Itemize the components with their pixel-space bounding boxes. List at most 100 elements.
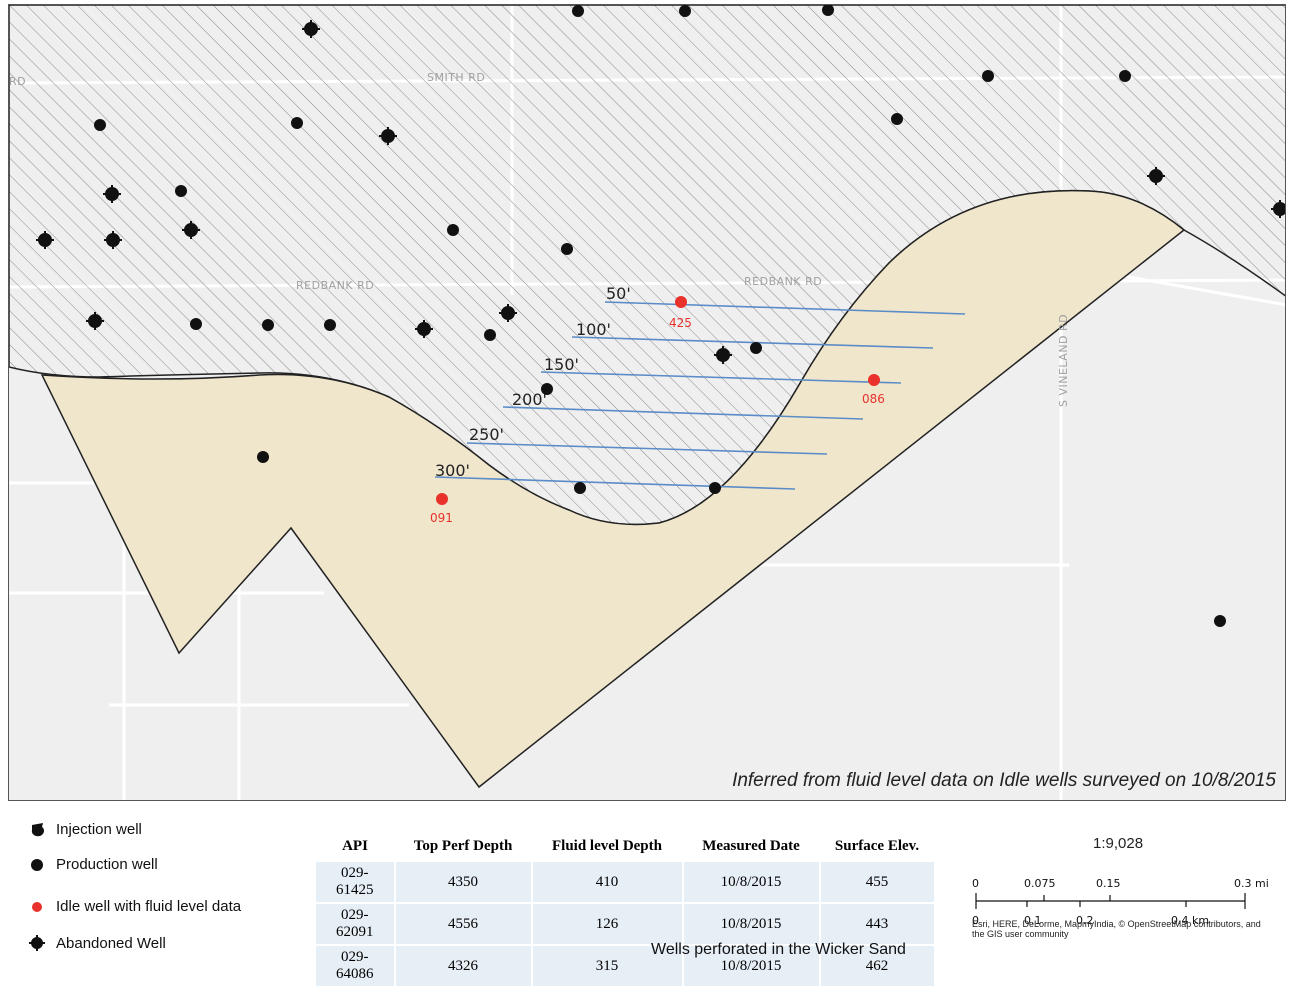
production-well bbox=[982, 70, 994, 82]
idle-well-label-091: 091 bbox=[430, 511, 453, 525]
well-table: API Top Perf Depth Fluid level Depth Mea… bbox=[316, 832, 936, 986]
production-well bbox=[541, 383, 553, 395]
contour-lines bbox=[434, 301, 966, 490]
idle-well-icon bbox=[32, 901, 42, 912]
contour-label-50: 50' bbox=[606, 284, 631, 303]
table-caption: Wells perforated in the Wicker Sand bbox=[651, 941, 906, 958]
abandoned-well bbox=[182, 221, 200, 239]
cell-top-perf: 4350 bbox=[394, 860, 533, 903]
contour-300 bbox=[434, 476, 796, 490]
idle-well-label-425: 425 bbox=[669, 316, 692, 330]
contour-200 bbox=[502, 406, 864, 420]
production-well bbox=[750, 342, 762, 354]
scale-km-tick-3: 0.4 km bbox=[1171, 914, 1209, 927]
contour-50 bbox=[604, 301, 966, 315]
cell-elev: 443 bbox=[819, 902, 936, 945]
contour-150 bbox=[540, 371, 902, 384]
contour-label-300: 300' bbox=[435, 461, 470, 480]
map-canvas: RD SMITH RD REDBANK RD REDBANK RD S VINE… bbox=[9, 5, 1285, 800]
contour-label-100: 100' bbox=[576, 320, 611, 339]
contour-100 bbox=[571, 336, 934, 349]
scale-mi-tick-1: 0.075 bbox=[1024, 877, 1056, 890]
production-well bbox=[1119, 70, 1131, 82]
production-well bbox=[1214, 615, 1226, 627]
col-header-date: Measured Date bbox=[682, 832, 820, 861]
production-well bbox=[822, 5, 834, 16]
table-header-row: API Top Perf Depth Fluid level Depth Mea… bbox=[316, 832, 935, 861]
contour-label-150: 150' bbox=[544, 355, 579, 374]
scale-km-tick-1: 0.1 bbox=[1024, 914, 1042, 927]
cell-elev: 455 bbox=[819, 860, 936, 903]
cell-fluid-level: 410 bbox=[531, 860, 684, 903]
scale-mi-tick-2: 0.15 bbox=[1096, 877, 1121, 890]
idle-well-086 bbox=[868, 374, 880, 386]
abandoned-well bbox=[103, 185, 121, 203]
abandoned-well bbox=[714, 346, 732, 364]
table-row: 029-62091 4556 126 10/8/2015 443 bbox=[316, 902, 936, 945]
legend-injection: Injection well bbox=[28, 821, 142, 838]
legend-injection-label: Injection well bbox=[56, 821, 142, 838]
production-well bbox=[257, 451, 269, 463]
col-header-elev: Surface Elev. bbox=[819, 832, 935, 861]
abandoned-well bbox=[86, 312, 104, 330]
scale-mi-tick-3: 0.3 mi bbox=[1234, 877, 1269, 890]
production-well bbox=[190, 318, 202, 330]
legend-idle-label: Idle well with fluid level data bbox=[56, 898, 242, 915]
map-attribution: Esri, HERE, DeLorme, MapmyIndia, © OpenS… bbox=[972, 919, 1261, 939]
production-well bbox=[291, 117, 303, 129]
idle-well-label-086: 086 bbox=[862, 392, 885, 406]
cell-api: 029-64086 bbox=[316, 944, 396, 986]
legend-idle: Idle well with fluid level data bbox=[28, 898, 241, 915]
cell-date: 10/8/2015 bbox=[682, 860, 821, 903]
production-well-icon bbox=[31, 858, 43, 871]
production-wells bbox=[94, 5, 1226, 627]
cell-top-perf: 4556 bbox=[394, 902, 533, 945]
scale-mi-tick-0: 0 bbox=[972, 877, 979, 890]
idle-wells bbox=[436, 296, 880, 505]
cell-api: 029-62091 bbox=[316, 902, 396, 945]
scale-km-tick-2: 0.2 bbox=[1076, 914, 1094, 927]
production-well bbox=[484, 329, 496, 341]
cell-fluid-level: 126 bbox=[531, 902, 684, 945]
road-label-redbank-2: REDBANK RD bbox=[744, 275, 822, 288]
production-well bbox=[709, 482, 721, 494]
legend-production-label: Production well bbox=[56, 856, 158, 873]
contour-250 bbox=[466, 442, 828, 455]
road-label-smith: SMITH RD bbox=[427, 71, 485, 84]
map-frame[interactable]: RD SMITH RD REDBANK RD REDBANK RD S VINE… bbox=[8, 4, 1286, 801]
cell-api: 029-61425 bbox=[316, 860, 396, 903]
scale-line bbox=[975, 893, 1246, 909]
production-well bbox=[262, 319, 274, 331]
scale-bar: 0 0.075 0.15 0.3 mi 0 0.1 0.2 0.4 km bbox=[972, 877, 1269, 927]
fluid-level-zone bbox=[40, 189, 1186, 789]
abandoned-well bbox=[104, 231, 122, 249]
road-label-vineland: S VINELAND RD bbox=[1057, 314, 1070, 407]
production-well bbox=[324, 319, 336, 331]
abandoned-wells bbox=[36, 20, 1285, 364]
abandoned-well bbox=[302, 20, 320, 38]
map-note: Inferred from fluid level data on Idle w… bbox=[732, 770, 1276, 791]
cell-date: 10/8/2015 bbox=[682, 902, 821, 945]
idle-well-425 bbox=[675, 296, 687, 308]
production-well bbox=[891, 113, 903, 125]
legend-production: Production well bbox=[28, 856, 158, 873]
road-label-redbank-1: REDBANK RD bbox=[296, 279, 374, 292]
legend: Injection well Production well Idle well… bbox=[28, 815, 288, 960]
road-label-rd: RD bbox=[9, 75, 26, 88]
injection-well-icon bbox=[31, 822, 45, 836]
scale-km-tick-0: 0 bbox=[972, 914, 979, 927]
abandoned-well bbox=[415, 320, 433, 338]
abandoned-well bbox=[379, 127, 397, 145]
scale-ratio: 1:9,028 bbox=[1093, 835, 1144, 852]
production-well bbox=[561, 243, 573, 255]
col-header-fluid-level: Fluid level Depth bbox=[531, 832, 683, 861]
abandoned-well bbox=[1147, 167, 1165, 185]
idle-well-091 bbox=[436, 493, 448, 505]
col-header-api: API bbox=[316, 832, 395, 861]
col-header-top-perf: Top Perf Depth bbox=[394, 832, 532, 861]
contour-label-250: 250' bbox=[469, 425, 504, 444]
production-well bbox=[574, 482, 586, 494]
abandoned-well bbox=[36, 231, 54, 249]
table-row: 029-61425 4350 410 10/8/2015 455 bbox=[316, 860, 936, 903]
abandoned-well bbox=[499, 304, 517, 322]
